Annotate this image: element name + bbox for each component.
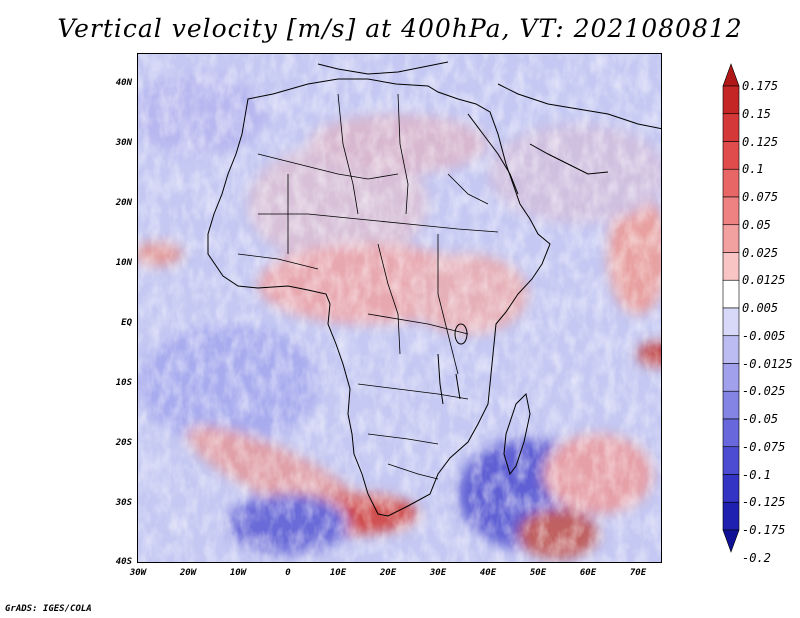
lon-label-30w: 30W (129, 568, 147, 578)
colorbar-tick-label: 0.15 (742, 106, 771, 121)
asia-coastline (497, 83, 661, 130)
lon-label-30e: 30E (429, 568, 447, 578)
colorbar-tick-label: 0.005 (742, 301, 779, 315)
red-sea (467, 113, 519, 195)
africa-coastline (207, 78, 551, 517)
colorbar-segment (722, 446, 740, 475)
colorbar-segment (722, 252, 740, 281)
colorbar-tick-label: -0.125 (742, 495, 786, 510)
colorbar-segment (722, 85, 740, 115)
lon-label-40e: 40E (479, 568, 497, 578)
colorbar (722, 63, 740, 553)
colorbar-tick-label: 0.05 (742, 217, 771, 232)
grads-credit: GrADS: IGES/COLA (5, 604, 92, 614)
colorbar-segment (722, 224, 740, 253)
colorbar-segment (722, 335, 740, 364)
colorbar-tick-label: 0.125 (742, 134, 779, 149)
lat-label-10s: 10S (115, 378, 132, 388)
country-borders (237, 93, 499, 480)
map-panel (137, 53, 662, 563)
lat-label-30n: 30N (115, 138, 132, 148)
colorbar-segment (722, 474, 740, 503)
lakes (437, 323, 468, 405)
arabian-gulf (529, 143, 609, 175)
colorbar-tick-label: 0.175 (742, 79, 779, 93)
colorbar-tick-label: 0.0125 (742, 273, 786, 288)
map-title: Vertical velocity [m/s] at 400hPa, VT: 2… (57, 14, 743, 43)
field-texture (138, 54, 661, 562)
colorbar-bottom-arrow (722, 529, 740, 553)
lat-label-40n: 40N (115, 78, 132, 88)
colorbar-tick-label: 0.075 (742, 190, 779, 204)
colorbar-segment (722, 501, 740, 531)
lon-label-60e: 60E (579, 568, 597, 578)
colorbar-segment (722, 390, 740, 420)
colorbar-segment (722, 113, 740, 142)
vertical-velocity-map (138, 54, 661, 562)
colorbar-segment (722, 279, 740, 309)
lon-label-20w: 20W (179, 568, 197, 578)
colorbar-tick-label: -0.175 (742, 523, 786, 537)
colorbar-tick-label: -0.2 (742, 550, 771, 565)
coastlines (207, 61, 661, 517)
colorbar-segment (722, 196, 740, 226)
colorbar-top-arrow (722, 63, 740, 87)
lat-label-10n: 10N (115, 258, 132, 268)
lat-label-eq: EQ (121, 318, 132, 328)
lat-label-40s: 40S (115, 557, 132, 567)
colorbar-tick-label: -0.0125 (742, 356, 793, 371)
lon-label-70e: 70E (629, 568, 647, 578)
madagascar-coastline (503, 392, 531, 476)
lon-label-20e: 20E (379, 568, 397, 578)
colorbar-tick-label: -0.005 (742, 328, 786, 343)
colorbar-segment (722, 418, 740, 448)
lat-label-20s: 20S (115, 438, 132, 448)
colorbar-tick-label: -0.025 (742, 384, 786, 399)
lon-label-0: 0 (285, 568, 291, 578)
colorbar-tick-label: -0.075 (742, 439, 786, 454)
lon-label-10w: 10W (229, 568, 247, 578)
colorbar-tick-label: -0.1 (742, 467, 771, 482)
lat-label-20n: 20N (115, 198, 132, 208)
colorbar-segment (722, 307, 740, 337)
colorbar-segment (722, 141, 740, 170)
mediterranean-north (317, 61, 449, 75)
colorbar-segment (722, 363, 740, 392)
colorbar-tick-label: -0.05 (742, 412, 779, 426)
lat-label-30s: 30S (115, 498, 132, 508)
lon-label-50e: 50E (529, 568, 547, 578)
colorbar-tick-label: 0.025 (742, 245, 779, 260)
lon-label-10e: 10E (329, 568, 347, 578)
colorbar-segment (722, 168, 740, 198)
colorbar-tick-label: 0.1 (742, 162, 764, 177)
